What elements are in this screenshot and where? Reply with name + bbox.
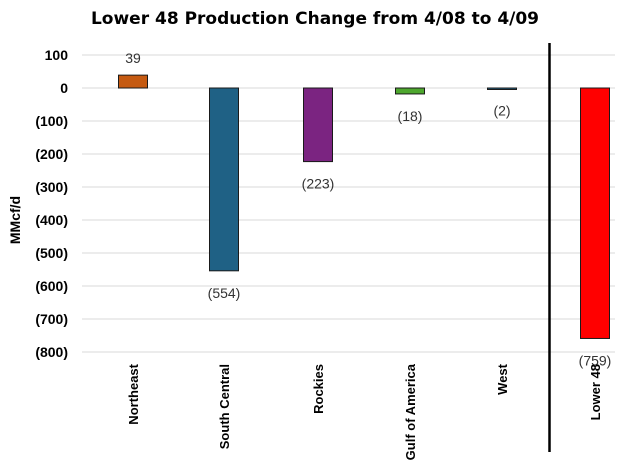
y-tick-label: 100 — [45, 47, 69, 63]
x-tick-label: West — [495, 363, 510, 394]
x-tick-label: Northeast — [126, 363, 141, 424]
data-label: (223) — [302, 176, 335, 192]
data-label: (554) — [208, 285, 241, 301]
y-tick-label: (500) — [35, 245, 68, 261]
data-label: (2) — [493, 103, 510, 119]
y-tick-label: (300) — [35, 179, 68, 195]
y-axis-label: MMcf/d — [7, 196, 23, 244]
y-tick-label: (200) — [35, 146, 68, 162]
bar-lower-48 — [580, 87, 610, 339]
gridlines — [82, 54, 615, 353]
y-tick-label: (800) — [35, 344, 68, 360]
y-axis: 100 0 (100) (200) (300) (400) (500) (600) (700) (… — [35, 47, 68, 360]
data-labels: 39 (554) (223) (18) (2) (759) — [125, 50, 611, 368]
bar-rockies — [303, 87, 333, 163]
bars — [118, 74, 610, 339]
x-tick-label: Rockies — [311, 364, 326, 414]
x-axis: Northeast South Central Rockies Gulf of Ame… — [126, 363, 603, 460]
x-tick-label: South Central — [217, 364, 232, 449]
data-label: 39 — [125, 50, 141, 66]
bar-northeast — [118, 74, 148, 89]
y-tick-label: (700) — [35, 311, 68, 327]
x-tick-label: Lower 48 — [588, 364, 603, 420]
y-tick-label: (100) — [35, 113, 68, 129]
chart-title: Lower 48 Production Change from 4/08 to … — [91, 9, 539, 29]
bar-south-central — [209, 87, 239, 272]
bar-gulf-of-america — [395, 87, 425, 95]
data-label: (759) — [579, 352, 612, 368]
x-tick-label: Gulf of America — [403, 363, 418, 460]
data-label: (18) — [398, 108, 423, 124]
y-tick-label: (400) — [35, 212, 68, 228]
y-tick-label: 0 — [60, 80, 68, 96]
y-tick-label: (600) — [35, 278, 68, 294]
bar-west — [487, 87, 517, 90]
